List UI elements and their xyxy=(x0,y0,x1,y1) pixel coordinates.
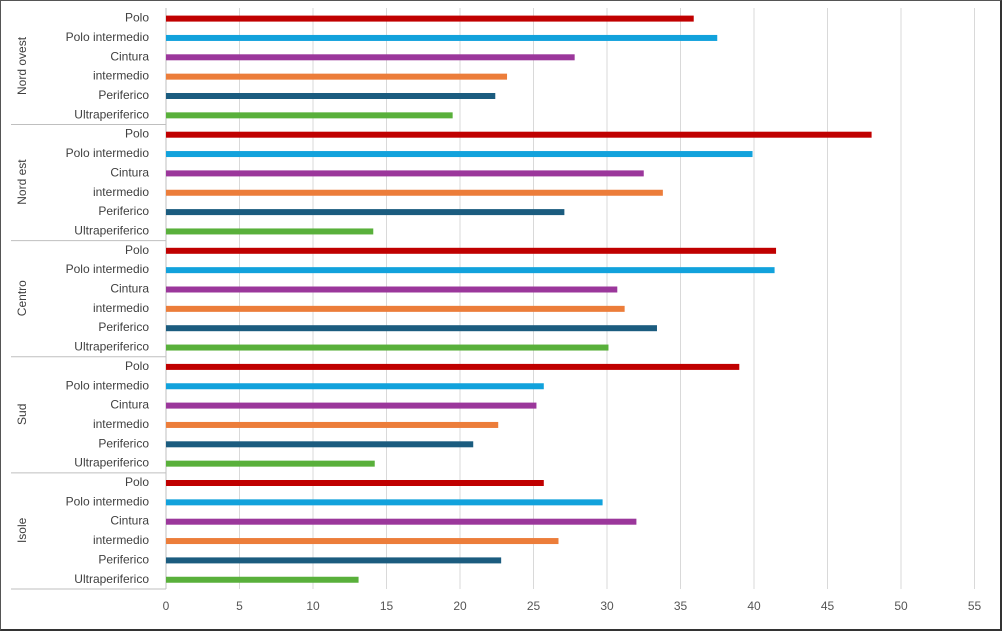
bar xyxy=(166,189,663,196)
bar xyxy=(166,538,559,545)
category-label: Polo intermedio xyxy=(66,146,150,160)
category-label: Ultraperiferico xyxy=(74,223,149,237)
x-tick-label: 25 xyxy=(527,599,541,613)
gridlines xyxy=(165,8,975,589)
category-label: Polo intermedio xyxy=(66,30,150,44)
bar xyxy=(166,402,537,409)
bar xyxy=(166,54,575,61)
bar xyxy=(166,499,603,506)
bar xyxy=(166,286,618,293)
bar xyxy=(166,325,657,332)
bar xyxy=(166,480,544,486)
bar xyxy=(166,267,775,274)
category-label: Periferico xyxy=(98,320,149,334)
bar xyxy=(166,209,565,216)
x-tick-label: 0 xyxy=(163,599,170,613)
bar xyxy=(166,34,718,41)
x-tick-label: 40 xyxy=(747,599,761,613)
category-label: intermedio xyxy=(93,69,149,83)
bar xyxy=(166,383,544,390)
category-label: intermedio xyxy=(93,533,149,547)
bar xyxy=(166,247,777,254)
category-label: Polo intermedio xyxy=(66,494,150,508)
group-label: Centro xyxy=(15,280,29,316)
x-tick-label: 50 xyxy=(894,599,908,613)
bar xyxy=(166,363,740,370)
group-label: Nord ovest xyxy=(15,36,29,95)
category-label: Periferico xyxy=(98,552,149,566)
category-label: Polo xyxy=(125,475,149,489)
category-label: Cintura xyxy=(110,165,149,179)
group-label: Nord est xyxy=(15,159,29,205)
group-label: Isole xyxy=(15,517,29,543)
category-label: Periferico xyxy=(98,88,149,102)
category-label: Cintura xyxy=(110,398,149,412)
bar xyxy=(166,344,609,351)
category-label: Polo xyxy=(125,11,149,25)
bar xyxy=(166,15,694,22)
category-label: Cintura xyxy=(110,514,149,528)
bar xyxy=(166,73,508,80)
x-tick-label: 55 xyxy=(968,599,982,613)
bar xyxy=(166,151,753,158)
category-label: Polo xyxy=(125,359,149,373)
category-label: Polo xyxy=(125,127,149,141)
x-tick-label: 35 xyxy=(674,599,688,613)
category-label: intermedio xyxy=(93,417,149,431)
category-label: intermedio xyxy=(93,185,149,199)
category-label: intermedio xyxy=(93,301,149,315)
bar xyxy=(166,441,474,448)
x-tick-label: 5 xyxy=(236,599,243,613)
bar xyxy=(166,460,375,467)
group-label: Sud xyxy=(15,404,29,425)
bar xyxy=(166,305,625,312)
category-label: Ultraperiferico xyxy=(74,340,149,354)
category-label: Cintura xyxy=(110,49,149,63)
x-tick-label: 20 xyxy=(453,599,467,613)
category-label: Polo xyxy=(125,243,149,257)
category-label: Ultraperiferico xyxy=(74,572,149,586)
bars xyxy=(166,15,872,583)
bar xyxy=(166,518,637,525)
bar xyxy=(166,228,374,235)
category-label: Periferico xyxy=(98,436,149,450)
x-tick-label: 30 xyxy=(600,599,614,613)
x-tick-label: 45 xyxy=(821,599,835,613)
category-label: Ultraperiferico xyxy=(74,107,149,121)
category-label: Ultraperiferico xyxy=(74,456,149,470)
x-axis-ticks: 0 5 10 15 20 25 30 35 40 45 50 55 xyxy=(163,599,982,613)
x-tick-label: 10 xyxy=(306,599,320,613)
category-label: Polo intermedio xyxy=(66,262,150,276)
category-label: Cintura xyxy=(110,282,149,296)
bar xyxy=(166,557,502,564)
bar xyxy=(166,170,644,177)
bar xyxy=(166,576,359,583)
bar xyxy=(166,421,499,428)
category-axis: Nord ovest Polo Polo intermedio Cintura inte… xyxy=(11,11,166,590)
bar xyxy=(166,93,496,99)
bar xyxy=(166,112,453,119)
x-tick-label: 15 xyxy=(380,599,394,613)
category-label: Periferico xyxy=(98,204,149,218)
category-label: Polo intermedio xyxy=(66,378,150,392)
bar xyxy=(166,131,872,138)
